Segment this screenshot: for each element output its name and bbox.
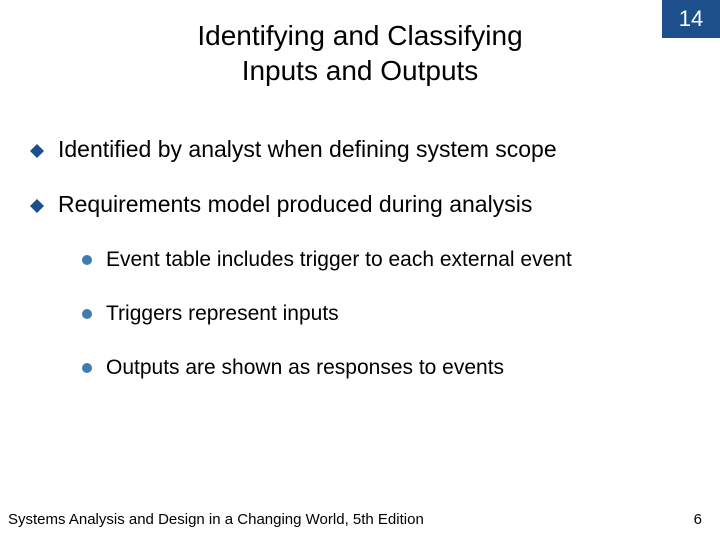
bullet-text: Requirements model produced during analy… (58, 191, 532, 218)
bullet-level2: Triggers represent inputs (82, 302, 690, 326)
slide-title: Identifying and Classifying Inputs and O… (0, 0, 720, 98)
bullet-text: Identified by analyst when defining syst… (58, 136, 557, 163)
diamond-bullet-icon (30, 199, 44, 213)
bullet-text: Event table includes trigger to each ext… (106, 248, 572, 272)
dot-bullet-icon (82, 363, 92, 373)
title-line-1: Identifying and Classifying (0, 18, 720, 53)
page-number: 6 (694, 511, 702, 528)
chapter-badge: 14 (662, 0, 720, 38)
dot-bullet-icon (82, 309, 92, 319)
bullet-level1: Requirements model produced during analy… (30, 191, 690, 218)
title-line-2: Inputs and Outputs (0, 53, 720, 88)
footer-text: Systems Analysis and Design in a Changin… (8, 511, 424, 528)
bullet-text: Outputs are shown as responses to events (106, 356, 504, 380)
bullet-level2: Event table includes trigger to each ext… (82, 248, 690, 272)
dot-bullet-icon (82, 255, 92, 265)
bullet-text: Triggers represent inputs (106, 302, 339, 326)
slide-content: Identified by analyst when defining syst… (0, 98, 720, 380)
bullet-level1: Identified by analyst when defining syst… (30, 136, 690, 163)
slide-footer: Systems Analysis and Design in a Changin… (0, 511, 720, 528)
chapter-number: 14 (679, 6, 703, 32)
diamond-bullet-icon (30, 144, 44, 158)
sub-bullet-group: Event table includes trigger to each ext… (82, 248, 690, 380)
bullet-level2: Outputs are shown as responses to events (82, 356, 690, 380)
